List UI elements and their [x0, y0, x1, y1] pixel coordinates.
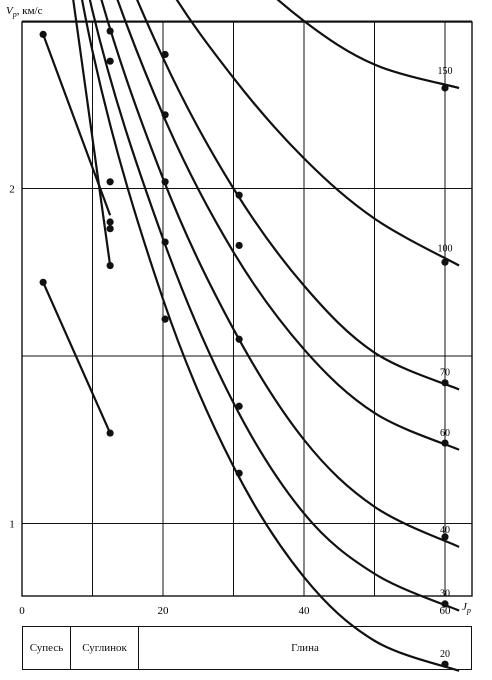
x-tick-label: 40: [299, 605, 311, 617]
data-point: [441, 258, 449, 266]
data-point: [235, 402, 243, 410]
data-point: [441, 600, 449, 608]
x-axis-label: Jp: [462, 601, 471, 615]
series-label: 20: [440, 649, 450, 660]
series-label: 60: [440, 428, 450, 439]
series-label: 70: [440, 368, 450, 379]
y-tick-label: 1: [9, 519, 15, 531]
series-line: [42, 34, 112, 216]
series-line: [42, 281, 112, 434]
data-point: [161, 238, 169, 246]
series-line: [88, 0, 460, 612]
data-point: [106, 218, 114, 226]
series-line: [72, 0, 112, 266]
soil-type-clay: Глина: [291, 642, 319, 654]
series-line: [175, 0, 460, 267]
data-point: [161, 178, 169, 186]
data-point: [161, 111, 169, 119]
series-line: [135, 0, 460, 391]
data-point: [235, 241, 243, 250]
series-label: 40: [440, 525, 450, 536]
data-point: [106, 261, 114, 270]
x-tick-label: 60: [440, 605, 452, 617]
data-point: [106, 225, 114, 233]
data-point: [161, 50, 169, 59]
y-tick-label: 2: [9, 184, 15, 196]
data-point: [441, 379, 449, 387]
series-line: [100, 0, 460, 548]
data-point: [39, 30, 47, 38]
soil-type-sandy-loam: Супесь: [23, 627, 71, 669]
data-point: [235, 335, 243, 343]
series-line: [116, 0, 460, 451]
data-point: [441, 84, 449, 92]
data-point: [106, 178, 114, 186]
labels: Лед0204060123Vp, км/сJpWc = 300 ‰2001501…: [6, 5, 471, 660]
series-line: [80, 0, 460, 672]
series-layer: [39, 0, 460, 672]
grid: [22, 20, 472, 596]
series-label: 150: [438, 66, 453, 77]
data-point: [161, 315, 169, 323]
plot-frame: [21, 21, 473, 597]
y-axis-label: Vp, км/с: [6, 5, 43, 19]
data-point: [441, 660, 449, 668]
data-point: [235, 469, 243, 477]
series-label: 30: [440, 589, 450, 600]
data-point: [441, 439, 449, 447]
series-line: [276, 0, 460, 90]
series-label: 100: [438, 244, 453, 255]
soil-type-loam: Суглинок: [71, 627, 139, 669]
data-point: [106, 429, 114, 437]
data-point: [106, 57, 114, 65]
data-point: [39, 278, 47, 286]
data-point: [235, 191, 243, 199]
soil-type-table: Супесь Суглинок Глина: [22, 626, 472, 670]
x-tick-label: 20: [158, 605, 170, 617]
axes: [21, 21, 473, 597]
x-tick-label: 0: [19, 605, 25, 617]
data-point: [441, 533, 449, 541]
